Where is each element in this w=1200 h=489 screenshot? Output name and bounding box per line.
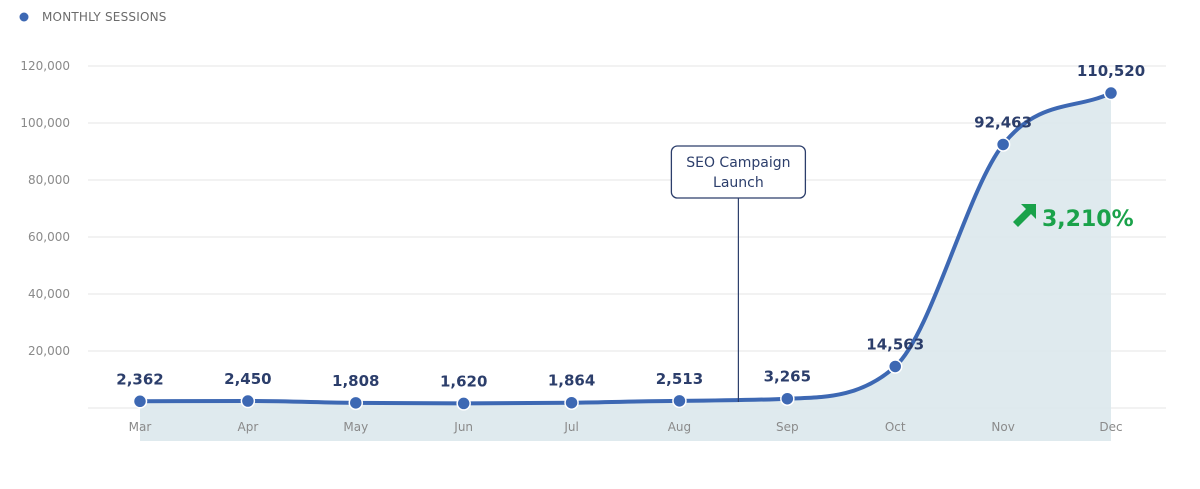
data-label: 1,620 [440, 372, 487, 390]
x-tick-label: Sep [776, 420, 799, 434]
data-point [456, 396, 471, 411]
y-axis-ticks: 20,000 40,000 60,000 80,000 100,000 120,000 [20, 59, 70, 358]
x-tick-label: Dec [1099, 420, 1122, 434]
data-label: 1,808 [332, 372, 379, 390]
data-labels: 2,362 2,450 1,808 1,620 1,864 2,513 3,265 14,56… [116, 62, 1145, 390]
x-tick-label: Oct [885, 420, 906, 434]
annotation-box [670, 145, 807, 199]
area-fill [140, 93, 1111, 441]
data-label: 2,513 [656, 370, 703, 388]
y-tick-label: 60,000 [28, 230, 70, 244]
growth-indicator: 3,210% [1013, 204, 1134, 232]
x-tick-label: Nov [991, 420, 1014, 434]
data-point [672, 393, 687, 409]
x-tick-label: Aug [668, 420, 691, 434]
x-tick-label: May [343, 420, 368, 434]
annotation-text-line-1: SEO Campaign [686, 155, 790, 171]
data-label: 110,520 [1077, 62, 1145, 80]
legend: MONTHLY SESSIONS [19, 10, 167, 24]
seo-annotation: SEO Campaign Launch [670, 145, 807, 402]
x-tick-label: Jun [453, 420, 473, 434]
growth-percentage: 3,210% [1042, 207, 1134, 232]
y-tick-label: 40,000 [28, 287, 70, 301]
data-label: 2,362 [116, 370, 163, 388]
x-axis-ticks: Mar Apr May Jun Jul Aug Sep Oct Nov Dec [129, 420, 1123, 434]
data-point [780, 391, 795, 406]
data-point [132, 394, 148, 409]
data-label: 3,265 [764, 368, 811, 386]
x-tick-label: Apr [238, 420, 259, 434]
annotation-text-line-2: Launch [713, 175, 764, 191]
y-tick-label: 100,000 [20, 116, 70, 130]
data-point [564, 395, 579, 410]
data-point [1103, 85, 1119, 101]
series-line [138, 91, 1113, 406]
y-tick-label: 120,000 [20, 59, 70, 73]
legend-dot [19, 12, 29, 22]
y-tick-label: 80,000 [28, 173, 70, 187]
data-point [348, 395, 364, 411]
data-label: 92,463 [974, 113, 1032, 131]
data-label: 2,450 [224, 370, 271, 388]
data-label: 14,563 [866, 335, 924, 353]
data-point [995, 137, 1011, 152]
y-tick-label: 20,000 [28, 344, 70, 358]
legend-label: MONTHLY SESSIONS [42, 10, 167, 24]
x-tick-label: Mar [129, 420, 152, 434]
data-point [887, 359, 903, 374]
data-points [132, 85, 1119, 411]
data-label: 1,864 [548, 372, 595, 390]
x-tick-label: Jul [563, 420, 578, 434]
up-arrow-icon [1013, 204, 1036, 227]
data-point [240, 393, 256, 409]
